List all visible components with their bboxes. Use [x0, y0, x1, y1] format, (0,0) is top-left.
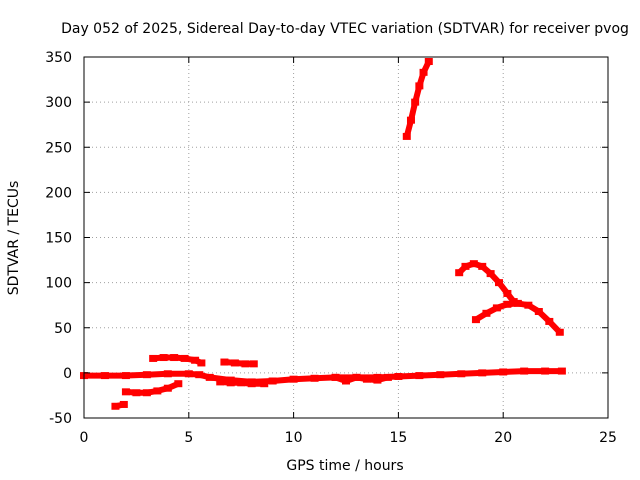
x-tick-label-2: 10	[285, 430, 303, 446]
data-point-arc-mid-1-2	[170, 354, 179, 362]
y-tick-label-6: 250	[45, 140, 72, 156]
data-point-arc-baseline-11	[289, 375, 298, 383]
data-point-arc-hump-2-0	[471, 316, 480, 324]
data-point-arc-baseline-16	[394, 372, 403, 380]
x-tick-label-0: 0	[80, 430, 89, 446]
data-point-arc-high-0	[402, 132, 411, 140]
data-point-arc-hump-1-1	[461, 262, 470, 270]
y-tick-label-3: 100	[45, 276, 72, 292]
data-point-arc-baseline-3	[142, 371, 151, 379]
axes: 0 5 10 15 20 25 -50 0 50 100 150 200 250 300 350	[45, 50, 617, 446]
data-point-arc-low-2-0	[121, 388, 130, 396]
data-point-arc-high-1	[406, 116, 415, 124]
data-point-arc-dip-0	[331, 373, 340, 381]
data-point-arc-high-4	[419, 68, 428, 76]
data-point-arc-mid-1-1	[159, 354, 168, 362]
data-point-arc-mid-3-2	[237, 379, 246, 387]
y-tick-label-2: 50	[54, 321, 72, 337]
data-point-arc-baseline-19	[457, 370, 466, 378]
data-point-arc-baseline-1	[100, 372, 109, 380]
data-point-arc-hump-2-8	[555, 328, 564, 336]
x-axis-label: GPS time / hours	[286, 458, 403, 474]
data-point-arc-baseline-22	[520, 367, 529, 375]
data-point-arc-mid-3-3	[247, 380, 256, 388]
x-tick-label-4: 20	[494, 430, 512, 446]
data-point-arc-baseline-2	[121, 372, 130, 380]
data-series	[80, 58, 566, 410]
data-point-arc-baseline-20	[478, 369, 487, 377]
y-tick-label-8: 350	[45, 50, 72, 66]
data-point-arc-mid-1-3	[180, 354, 189, 362]
data-point-arc-baseline-5	[184, 370, 193, 378]
data-point-arc-baseline-17	[415, 372, 424, 380]
data-point-arc-low-2-2	[142, 389, 151, 397]
data-point-arc-mid-2-3	[249, 360, 258, 368]
data-point-arc-baseline-12	[310, 374, 319, 382]
data-point-arc-baseline-21	[499, 368, 508, 376]
data-point-arc-mid-1-0	[149, 354, 158, 362]
data-point-arc-dip-2	[352, 373, 361, 381]
data-point-arc-baseline-6	[195, 371, 204, 379]
y-axis-label: SDTVAR / TECUs	[6, 181, 22, 296]
data-point-arc-dip-1	[342, 377, 350, 385]
y-tick-label-0: -50	[49, 411, 72, 427]
data-point-arc-baseline-4	[163, 370, 172, 378]
data-point-arc-hump-2-3	[503, 300, 512, 308]
chart-title: Day 052 of 2025, Sidereal Day-to-day VTE…	[61, 21, 629, 37]
y-tick-label-4: 150	[45, 231, 72, 247]
data-point-arc-mid-2-0	[220, 358, 229, 366]
data-point-arc-mid-3-1	[226, 379, 235, 387]
data-point-arc-hump-2-5	[524, 301, 533, 309]
data-point-arc-high-3	[415, 82, 424, 90]
data-point-arc-high-5	[424, 58, 433, 66]
y-tick-label-5: 200	[45, 185, 72, 201]
data-point-arc-hump-1-0	[455, 269, 464, 277]
data-point-arc-low-2-3	[153, 387, 162, 395]
data-point-arc-hump-2-4	[513, 299, 522, 307]
data-point-arc-baseline-24	[557, 367, 566, 375]
data-point-arc-hump-1-2	[469, 260, 478, 268]
data-point-arc-baseline-7	[205, 373, 214, 381]
data-point-arc-mid-3-4	[260, 380, 269, 388]
x-tick-label-5: 25	[599, 430, 617, 446]
data-point-arc-hump-2-2	[492, 304, 501, 312]
data-point-arc-high-2	[411, 98, 420, 106]
data-point-arc-hump-1-3	[478, 262, 487, 270]
data-point-arc-hump-2-6	[534, 308, 543, 316]
data-point-arc-hump-2-1	[482, 309, 491, 317]
data-point-arc-hump-1-6	[503, 289, 512, 297]
data-point-arc-hump-1-4	[486, 270, 495, 278]
data-point-arc-mid-1-5	[197, 359, 206, 367]
x-tick-label-3: 15	[389, 430, 407, 446]
data-point-arc-low-1-0	[111, 402, 120, 410]
y-tick-label-7: 300	[45, 95, 72, 111]
data-point-arc-dip-5	[383, 373, 392, 381]
x-tick-label-1: 5	[184, 430, 193, 446]
data-point-arc-low-1-1	[119, 400, 128, 408]
data-point-arc-low-2-5	[174, 380, 183, 388]
data-point-arc-mid-1-4	[191, 356, 200, 364]
data-point-arc-mid-2-1	[230, 359, 239, 367]
data-point-arc-dip-4	[373, 376, 382, 384]
y-tick-label-1: 0	[63, 366, 72, 382]
data-point-arc-baseline-18	[436, 371, 445, 379]
data-point-arc-low-2-4	[163, 384, 172, 392]
data-point-arc-mid-3-0	[216, 378, 225, 386]
data-point-arc-hump-1-5	[495, 279, 504, 287]
data-point-arc-mid-2-2	[241, 360, 250, 368]
data-point-arc-dip-3	[362, 375, 371, 383]
data-point-arc-baseline-10	[268, 377, 277, 385]
data-point-arc-baseline-23	[541, 367, 550, 375]
data-point-arc-hump-2-7	[545, 317, 554, 325]
data-point-arc-low-2-1	[132, 389, 141, 397]
series-arc-mid-2	[224, 359, 254, 367]
